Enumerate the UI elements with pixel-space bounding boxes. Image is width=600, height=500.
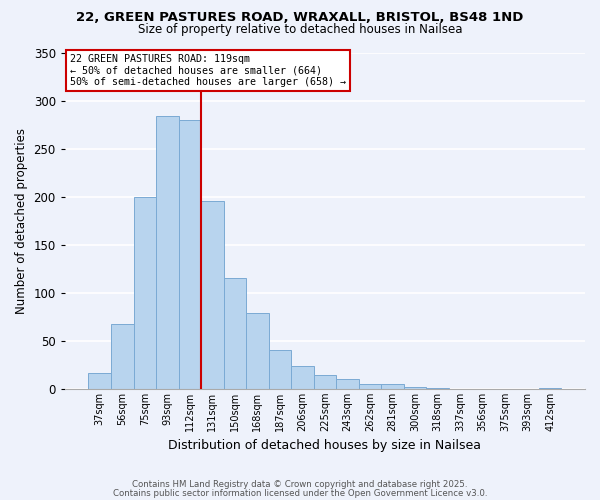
Bar [111,324,134,389]
X-axis label: Distribution of detached houses by size in Nailsea: Distribution of detached houses by size … [169,440,481,452]
Text: 22, GREEN PASTURES ROAD, WRAXALL, BRISTOL, BS48 1ND: 22, GREEN PASTURES ROAD, WRAXALL, BRISTO… [76,11,524,24]
Bar [201,200,224,389]
Y-axis label: Number of detached properties: Number of detached properties [15,128,28,314]
Bar [246,313,269,389]
Bar [291,366,314,389]
Bar [404,387,426,389]
Bar [88,372,111,389]
Text: Contains HM Land Registry data © Crown copyright and database right 2025.: Contains HM Land Registry data © Crown c… [132,480,468,489]
Bar [269,350,291,389]
Bar [426,388,449,389]
Bar [381,384,404,389]
Bar [539,388,562,389]
Bar [336,380,359,389]
Bar [224,278,246,389]
Text: 22 GREEN PASTURES ROAD: 119sqm
← 50% of detached houses are smaller (664)
50% of: 22 GREEN PASTURES ROAD: 119sqm ← 50% of … [70,54,346,88]
Bar [179,120,201,389]
Bar [156,116,179,389]
Bar [134,196,156,389]
Bar [314,376,336,389]
Bar [359,384,381,389]
Text: Size of property relative to detached houses in Nailsea: Size of property relative to detached ho… [138,22,462,36]
Text: Contains public sector information licensed under the Open Government Licence v3: Contains public sector information licen… [113,489,487,498]
